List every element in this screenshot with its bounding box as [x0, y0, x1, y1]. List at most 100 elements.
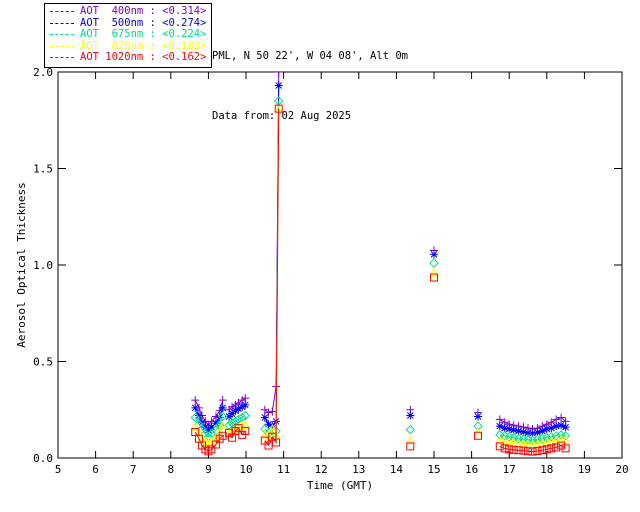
- data-point-marker: [218, 421, 228, 430]
- x-tick-label: 9: [205, 463, 212, 476]
- data-point-marker: [198, 441, 207, 450]
- data-point-marker: [260, 436, 269, 445]
- data-point-marker: [218, 403, 227, 412]
- y-tick-label: 1.0: [33, 259, 53, 272]
- legend-dash-icon-500nm: [50, 22, 74, 24]
- data-point-marker: [274, 72, 283, 76]
- legend-label-870nm: AOT 870nm : <0.183>: [80, 39, 207, 52]
- x-tick-label: 5: [55, 463, 62, 476]
- legend-box: AOT 400nm : <0.314> AOT 500nm : <0.274> …: [44, 3, 213, 68]
- y-tick-label: 0.0: [33, 452, 53, 465]
- station-info: PML, N 50 22', W 04 08', Alt 0m: [212, 50, 408, 62]
- legend-row-870nm: AOT 870nm : <0.183>: [50, 39, 207, 53]
- data-point-marker: [557, 421, 566, 430]
- legend-label-400nm: AOT 400nm : <0.314>: [80, 5, 207, 17]
- data-point-marker: [504, 437, 514, 446]
- x-tick-label: 6: [92, 463, 99, 476]
- data-point-marker: [561, 423, 570, 432]
- data-point-marker: [552, 415, 561, 424]
- data-point-marker: [264, 420, 273, 429]
- plot-header: PML, N 50 22', W 04 08', Alt 0m Data fro…: [212, 6, 408, 166]
- x-tick-label: 14: [390, 463, 404, 476]
- data-point-marker: [527, 435, 538, 445]
- data-point-marker: [561, 444, 570, 453]
- data-point-marker: [268, 432, 277, 441]
- data-point-marker: [238, 430, 247, 439]
- legend-label-1020nm: AOT 1020nm : <0.162>: [80, 51, 207, 63]
- x-axis-label: Time (GMT): [307, 479, 373, 492]
- data-point-marker: [533, 428, 542, 437]
- data-point-marker: [191, 396, 200, 405]
- data-point-marker: [505, 425, 514, 434]
- data-point-marker: [241, 400, 250, 409]
- data-point-marker: [406, 411, 415, 420]
- x-tick-label: 10: [239, 463, 252, 476]
- data-point-marker: [218, 396, 227, 405]
- data-point-marker: [495, 435, 505, 445]
- data-point-marker: [267, 424, 277, 433]
- x-tick-label: 15: [427, 463, 440, 476]
- data-point-marker: [495, 442, 504, 451]
- x-tick-label: 16: [465, 463, 478, 476]
- data-point-marker: [238, 402, 247, 411]
- legend-row-1020nm: AOT 1020nm : <0.162>: [50, 51, 207, 64]
- y-tick-label: 0.5: [33, 356, 53, 369]
- series-400nm: [191, 72, 570, 434]
- x-tick-label: 12: [315, 463, 328, 476]
- y-tick-label: 2.0: [33, 66, 53, 79]
- data-point-marker: [551, 431, 561, 441]
- data-point-marker: [405, 435, 415, 445]
- y-axis-label: Aerosol Optical Thickness: [15, 182, 28, 348]
- data-series-group: [190, 72, 571, 456]
- data-point-marker: [542, 433, 552, 443]
- data-point-marker: [429, 258, 439, 268]
- data-point-marker: [274, 81, 283, 90]
- legend-dash-icon-870nm: [50, 45, 74, 47]
- data-point-marker: [552, 422, 561, 431]
- x-tick-label: 18: [540, 463, 553, 476]
- data-point-marker: [560, 435, 571, 445]
- x-tick-label: 7: [130, 463, 137, 476]
- data-point-marker: [495, 415, 504, 424]
- data-point-marker: [514, 426, 523, 435]
- data-point-marker: [207, 423, 216, 432]
- data-point-marker: [556, 434, 566, 444]
- data-point-marker: [505, 445, 514, 454]
- x-tick-label: 19: [578, 463, 591, 476]
- data-point-marker: [195, 411, 203, 420]
- data-point-marker: [519, 427, 528, 436]
- data-point-marker: [260, 413, 269, 422]
- data-point-marker: [557, 441, 566, 450]
- data-point-marker: [190, 422, 200, 431]
- data-point-marker: [198, 418, 207, 427]
- data-point-marker: [405, 424, 416, 435]
- data-point-marker: [547, 424, 556, 433]
- data-point-marker: [272, 438, 281, 447]
- data-point-marker: [260, 429, 270, 439]
- data-point-marker: [228, 409, 237, 418]
- legend-dash-icon-1020nm: [50, 57, 74, 59]
- legend-label-500nm: AOT 500nm : <0.274>: [80, 16, 207, 29]
- data-point-marker: [500, 424, 509, 433]
- x-tick-label: 13: [352, 463, 365, 476]
- legend-dash-icon-675nm: [50, 34, 74, 36]
- data-point-marker: [509, 426, 518, 435]
- legend-dash-icon-400nm: [50, 11, 74, 13]
- x-tick-label: 20: [615, 463, 628, 476]
- data-point-marker: [429, 268, 439, 278]
- x-tick-label: 17: [503, 463, 516, 476]
- legend-label-675nm: AOT 675nm : <0.224>: [80, 28, 207, 40]
- data-point-marker: [538, 426, 547, 435]
- data-point-marker: [204, 447, 213, 456]
- series-1020nm: [191, 104, 570, 456]
- data-point-marker: [240, 420, 250, 429]
- data-point-marker: [218, 431, 227, 440]
- data-point-marker: [264, 441, 273, 450]
- legend-row-500nm: AOT 500nm : <0.274>: [50, 16, 207, 30]
- legend-row-675nm: AOT 675nm : <0.224>: [50, 28, 207, 41]
- y-tick-label: 1.5: [33, 163, 53, 176]
- data-point-marker: [211, 440, 220, 449]
- data-point-marker: [264, 408, 273, 417]
